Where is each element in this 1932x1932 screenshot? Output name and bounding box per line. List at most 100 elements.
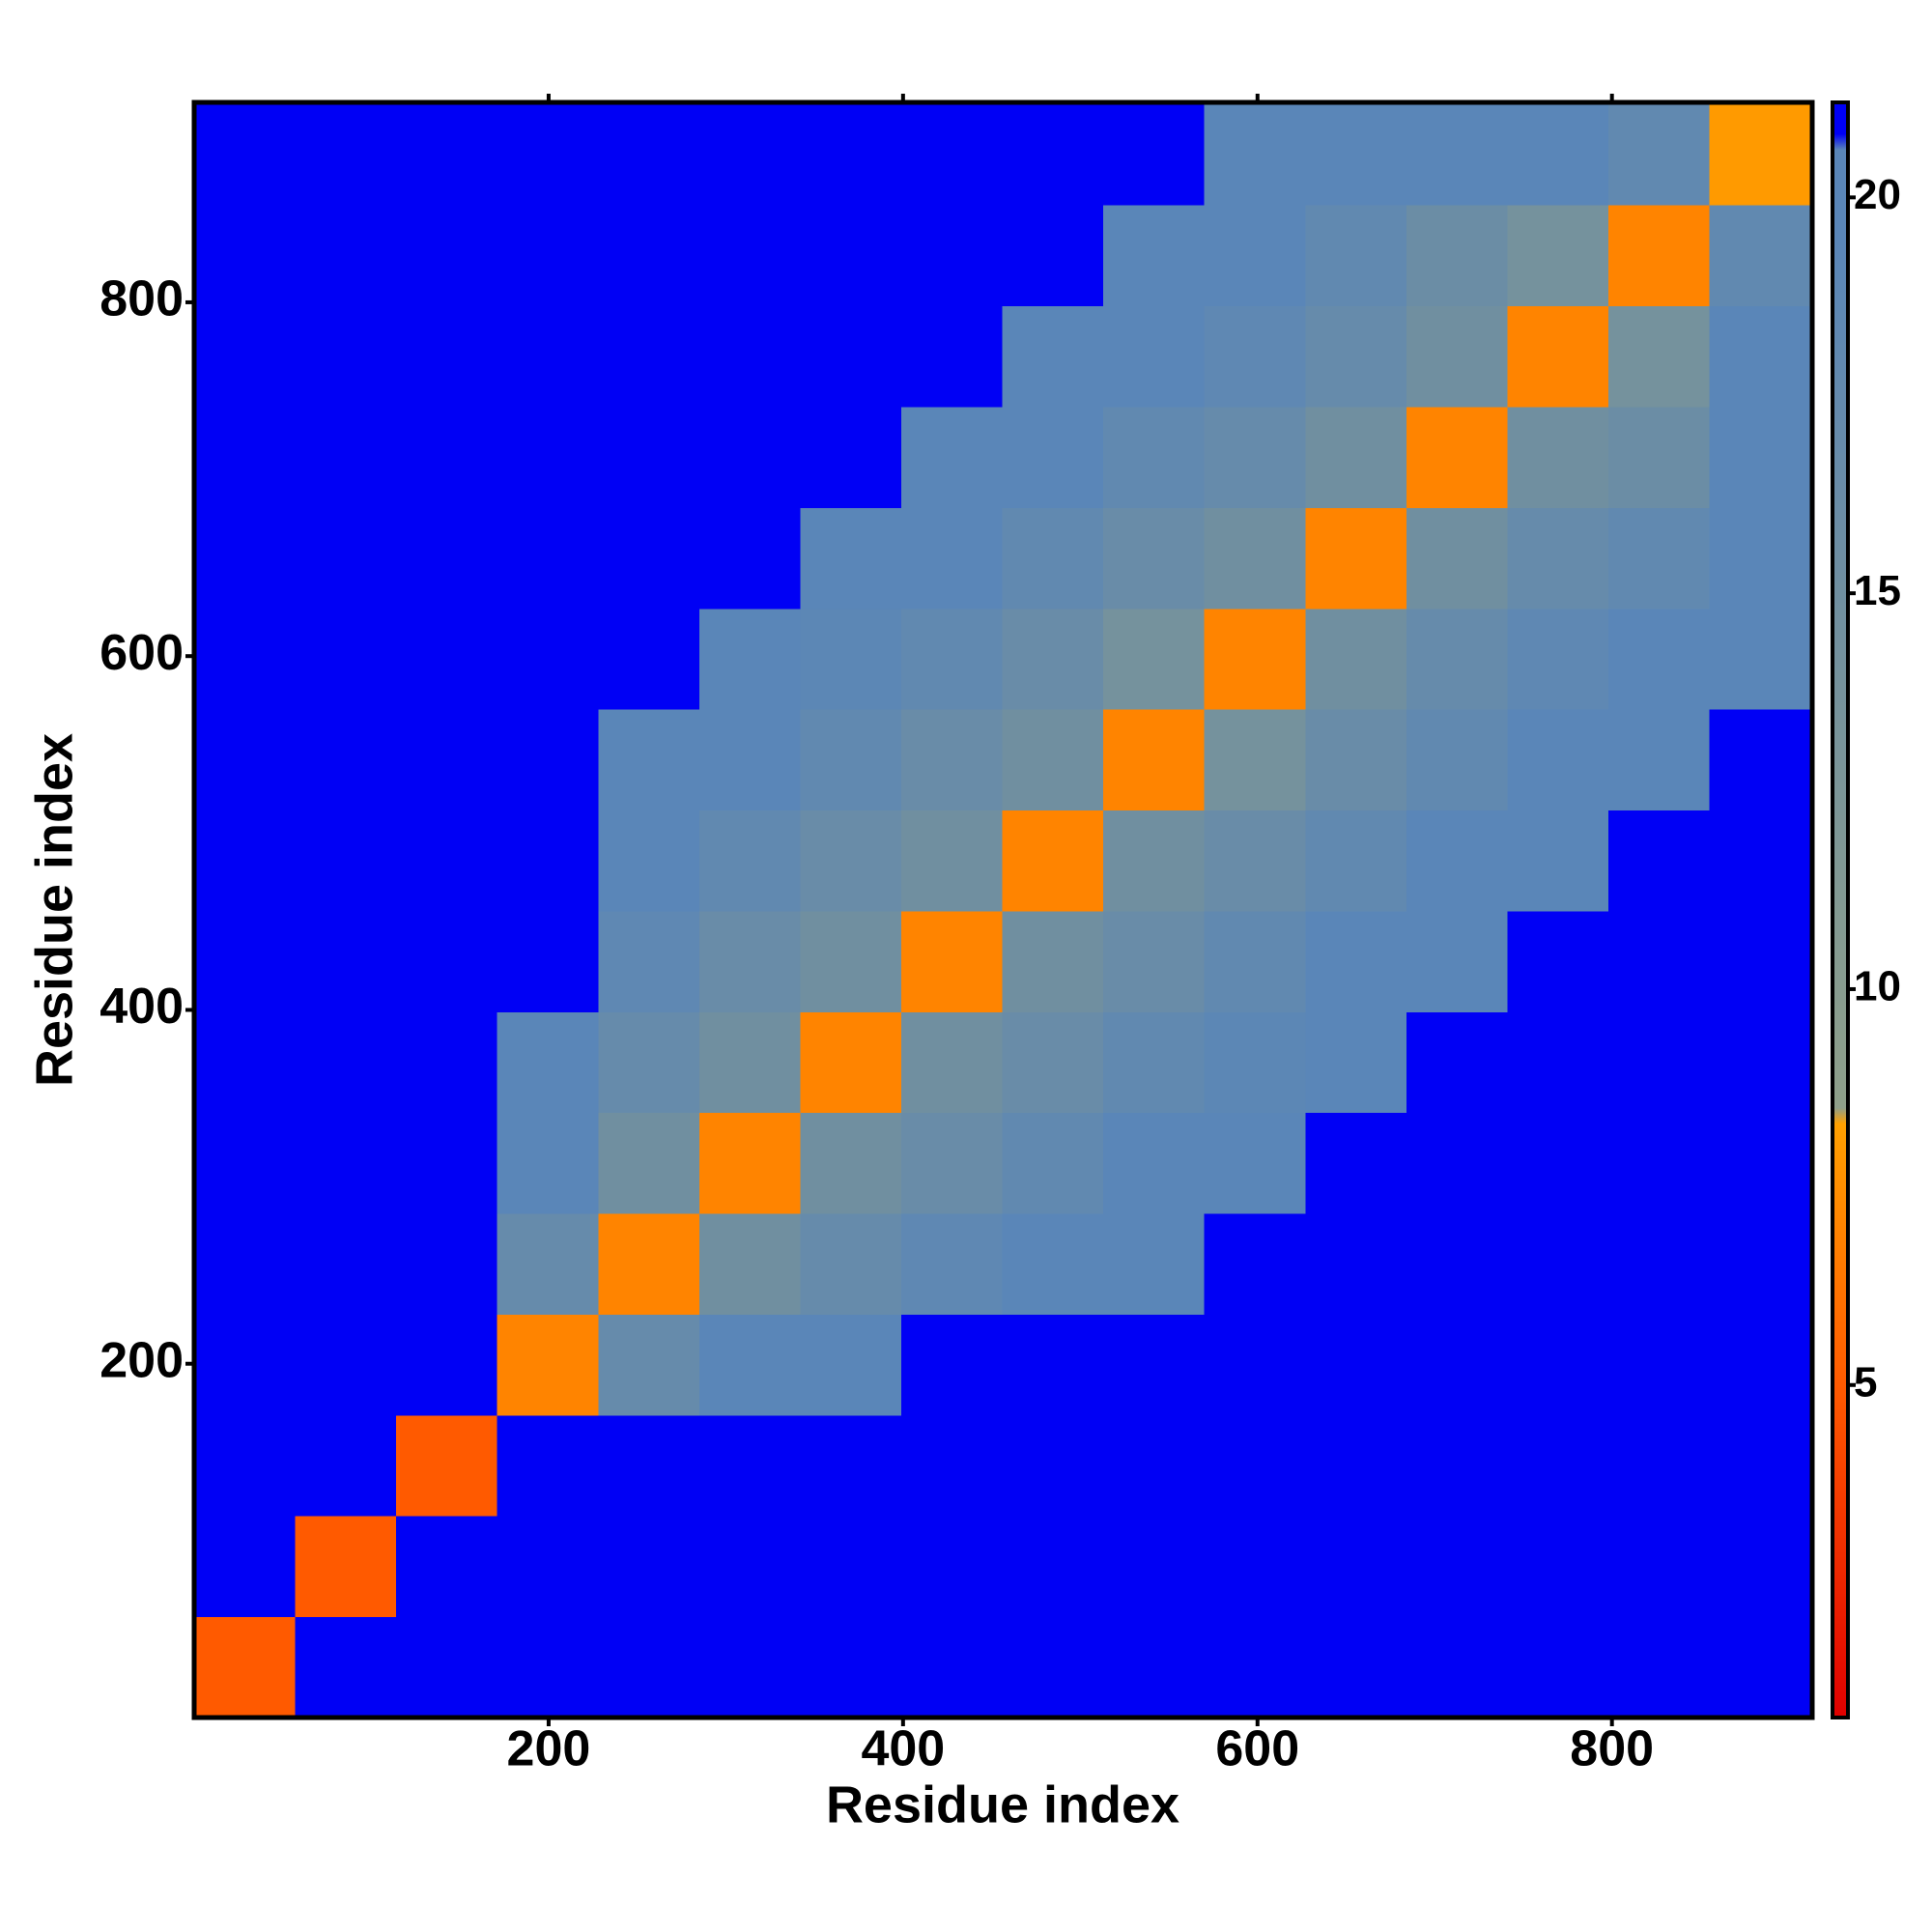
heatmap-cell <box>194 1414 297 1517</box>
heatmap-cell <box>396 205 498 307</box>
heatmap-cell <box>1204 305 1306 408</box>
heatmap-cell <box>295 507 397 610</box>
heatmap-cell <box>1608 1213 1711 1315</box>
heatmap-cell <box>1204 1414 1306 1517</box>
heatmap-cell <box>698 507 801 610</box>
heatmap-cell <box>295 305 397 408</box>
heatmap-cell <box>1103 305 1206 408</box>
heatmap-cell <box>1507 1516 1609 1618</box>
heatmap-cell <box>901 1516 1004 1618</box>
heatmap-cell <box>1608 608 1711 710</box>
heatmap-cell <box>396 507 498 610</box>
heatmap-cell <box>1608 305 1711 408</box>
heatmap-cell <box>901 1213 1004 1315</box>
heatmap-cell <box>800 1516 902 1618</box>
heatmap-cell <box>1406 1516 1508 1618</box>
heatmap-cell <box>698 406 801 508</box>
heatmap-cell <box>194 1112 297 1214</box>
heatmap-cell <box>1103 1516 1206 1618</box>
heatmap-cell <box>1204 1314 1306 1416</box>
x-tick-label: 600 <box>1215 1721 1299 1777</box>
heatmap-cell <box>901 205 1004 307</box>
heatmap-cell <box>1103 205 1206 307</box>
heatmap-cell <box>194 810 297 912</box>
heatmap-cell <box>800 1011 902 1114</box>
heatmap-cell <box>497 1516 599 1618</box>
heatmap-cell <box>1204 1616 1306 1719</box>
heatmap-cell <box>698 1314 801 1416</box>
heatmap-cell <box>598 709 700 811</box>
heatmap-cell <box>1103 1616 1206 1719</box>
heatmap-cell <box>1608 1314 1711 1416</box>
heatmap-cell <box>1305 1112 1407 1214</box>
heatmap-cell <box>1103 406 1206 508</box>
y-tick-label: 200 <box>99 1332 184 1388</box>
heatmap-cell <box>901 305 1004 408</box>
heatmap-cell <box>1709 406 1813 508</box>
heatmap-cell <box>800 1414 902 1517</box>
heatmap-cell <box>698 709 801 811</box>
heatmap-cell <box>1002 1011 1104 1114</box>
heatmap-cell <box>901 910 1004 1012</box>
heatmap-cell <box>598 1616 700 1719</box>
heatmap-cell <box>1002 1213 1104 1315</box>
heatmap-cell <box>1507 1112 1609 1214</box>
heatmap-cell <box>1709 205 1813 307</box>
heatmap-cell <box>1608 810 1711 912</box>
heatmap-cell <box>1709 1011 1813 1114</box>
heatmap-cell <box>1608 102 1711 206</box>
heatmap-cell <box>800 910 902 1012</box>
heatmap-cell <box>1204 1213 1306 1315</box>
heatmap-cell <box>497 1616 599 1719</box>
colorbar-tick-label: 20 <box>1854 171 1901 218</box>
heatmap-cell <box>598 1414 700 1517</box>
heatmap-cell <box>598 1516 700 1618</box>
x-tick-label: 400 <box>861 1721 945 1777</box>
y-axis-title: Residue index <box>25 733 83 1087</box>
y-tick-label: 400 <box>99 979 184 1035</box>
heatmap-cell <box>598 102 700 206</box>
heatmap-cell <box>1305 406 1407 508</box>
heatmap-cell <box>1002 507 1104 610</box>
heatmap-cell <box>1103 1314 1206 1416</box>
heatmap-cell <box>1608 1112 1711 1214</box>
heatmap-cell <box>497 102 599 206</box>
heatmap-cell <box>598 406 700 508</box>
heatmap-cell <box>1709 1616 1813 1719</box>
heatmap-cell <box>901 1112 1004 1214</box>
heatmap-cell <box>1507 810 1609 912</box>
heatmap-cell <box>1204 102 1306 206</box>
heatmap-cells <box>194 102 1813 1719</box>
heatmap-cell <box>1406 305 1508 408</box>
heatmap-cell <box>1406 810 1508 912</box>
heatmap-cell <box>698 1516 801 1618</box>
heatmap-cell <box>194 507 297 610</box>
heatmap-cell <box>295 910 397 1012</box>
heatmap-cell <box>194 608 297 710</box>
heatmap-cell <box>1305 608 1407 710</box>
heatmap-cell <box>1204 608 1306 710</box>
heatmap-cell <box>800 1213 902 1315</box>
heatmap-cell <box>194 709 297 811</box>
heatmap-cell <box>1406 608 1508 710</box>
heatmap-cell <box>295 1011 397 1114</box>
heatmap-cell <box>1406 910 1508 1012</box>
heatmap-cell <box>396 1616 498 1719</box>
heatmap-cell <box>901 810 1004 912</box>
x-tick-label: 800 <box>1570 1721 1654 1777</box>
heatmap-cell <box>1204 1112 1306 1214</box>
heatmap-cell <box>194 406 297 508</box>
heatmap-cell <box>698 1213 801 1315</box>
heatmap-cell <box>1406 1414 1508 1517</box>
heatmap-cell <box>1507 608 1609 710</box>
heatmap-cell <box>1507 1213 1609 1315</box>
heatmap-cell <box>1406 507 1508 610</box>
heatmap-cell <box>1002 1616 1104 1719</box>
heatmap-cell <box>1002 1314 1104 1416</box>
heatmap-cell <box>1709 709 1813 811</box>
heatmap-cell <box>497 608 599 710</box>
heatmap-cell <box>1507 1616 1609 1719</box>
heatmap-cell <box>1204 406 1306 508</box>
heatmap-cell <box>1204 1516 1306 1618</box>
heatmap-cell <box>396 102 498 206</box>
